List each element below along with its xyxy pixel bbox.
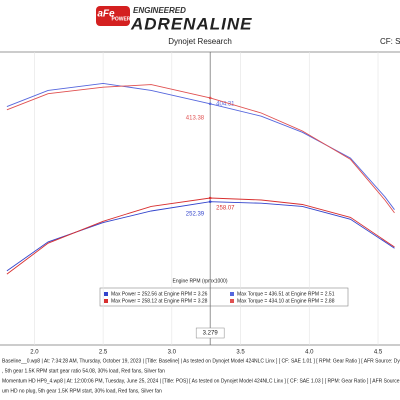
x-tick-label: 4.5 (374, 350, 383, 356)
subtitle: Dynojet Research (168, 37, 232, 46)
cursor-dot (208, 200, 212, 203)
legend-swatch (230, 292, 234, 296)
cursor-label: 3.279 (203, 331, 219, 337)
footer-line: , 5th gear 1.5K RPM start gear ratio 54.… (2, 368, 165, 374)
legend-entry: Max Torque = 434.10 at Engine RPM = 2.88 (237, 298, 335, 304)
series-line (6, 84, 395, 214)
tagline: ENGINEERED (133, 6, 186, 15)
footer-line: um HD no plug, 5th gear 1.5K RPM start, … (2, 388, 162, 394)
series-line (6, 197, 395, 275)
x-tick-label: 3.0 (168, 350, 177, 356)
cursor-dot (208, 102, 212, 106)
series-line (6, 82, 395, 210)
cursor-value: 413.38 (186, 116, 205, 122)
legend-entry: Max Torque = 436.51 at Engine RPM = 2.51 (237, 291, 335, 297)
x-tick-label: 4.0 (305, 350, 314, 356)
legend-entry: Max Power = 252.56 at Engine RPM = 3.26 (111, 291, 208, 297)
footer-line: Baseline__0.wp8 | At: 7:34:28 AM, Thursd… (2, 358, 400, 364)
footer-line: Momentum HD HP9_4.wp8 | At: 12:00:06 PM,… (2, 378, 400, 384)
x-tick-label: 2.0 (30, 350, 39, 356)
legend-entry: Max Power = 258.12 at Engine RPM = 3.28 (111, 298, 208, 304)
cursor-dot (208, 196, 212, 200)
cursor-value: 252.39 (186, 211, 205, 217)
cf-label: CF: S (380, 37, 400, 46)
cursor-value: 404.31 (216, 101, 235, 107)
brand: ADRENALINE (130, 14, 252, 33)
cursor-box (195, 327, 225, 339)
legend-swatch (104, 299, 108, 303)
x-axis-label: Engine RPM (rpmx1000) (172, 278, 227, 284)
cursor-value: 258.07 (216, 206, 235, 212)
x-tick-label: 2.5 (99, 350, 108, 356)
logo-sub: POWER (112, 16, 131, 22)
x-tick-label: 3.5 (236, 350, 245, 356)
legend-swatch (104, 292, 108, 296)
logo-text: aFe (97, 9, 115, 20)
logo-badge (96, 6, 130, 26)
legend-swatch (230, 299, 234, 303)
cursor-dot (208, 96, 212, 100)
legend-box (99, 287, 349, 307)
